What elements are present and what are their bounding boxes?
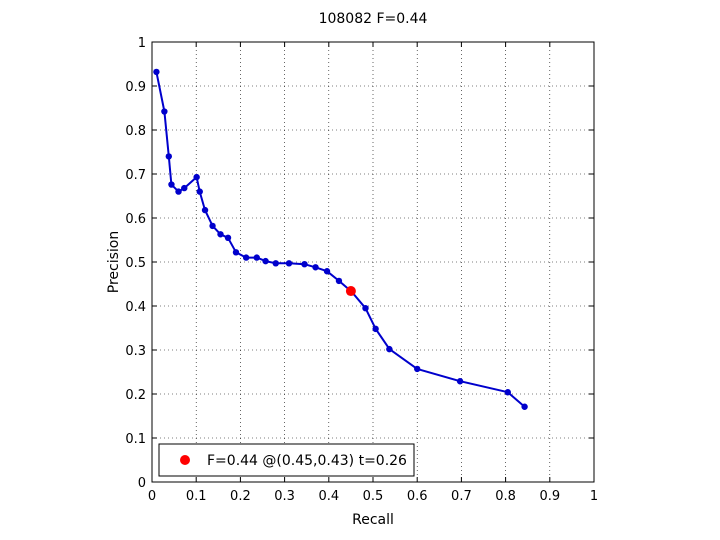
legend-label: F=0.44 @(0.45,0.43) t=0.26 xyxy=(207,453,407,469)
y-tick-label: 0 xyxy=(138,476,146,491)
series-layer xyxy=(153,68,528,410)
x-tick-label: 0.1 xyxy=(186,489,207,504)
data-point xyxy=(285,260,293,267)
x-tick-label: 0.9 xyxy=(539,489,560,504)
data-point xyxy=(521,403,528,410)
y-tick-label: 0.3 xyxy=(125,344,146,359)
ticks: 0 0.1 0.2 0.3 0.4 0.5 0.6 0.7 0.8 0.9 1 0 0.1 0.2 0.3 0… xyxy=(125,36,598,504)
y-tick-label: 0.4 xyxy=(125,300,146,315)
x-tick-label: 0.3 xyxy=(274,489,295,504)
chart-title: 108082 F=0.44 xyxy=(319,11,428,27)
data-point xyxy=(362,305,369,312)
legend-marker xyxy=(180,455,190,465)
data-point xyxy=(181,184,188,192)
x-tick-label: 0.2 xyxy=(230,489,251,504)
data-point xyxy=(272,260,279,267)
x-tick-label: 0.6 xyxy=(407,489,428,504)
data-point xyxy=(217,231,224,238)
legend-box xyxy=(158,443,415,477)
data-point xyxy=(196,188,203,195)
x-tick-label: 1 xyxy=(590,489,598,504)
data-point xyxy=(414,365,421,373)
data-point xyxy=(201,206,209,214)
y-tick-label: 0.9 xyxy=(125,80,146,95)
data-point xyxy=(312,264,319,271)
y-axis-label: Precision xyxy=(106,231,122,293)
y-tick-label: 0.5 xyxy=(125,256,146,271)
data-point xyxy=(165,153,172,160)
data-point xyxy=(232,249,240,256)
data-point xyxy=(386,345,393,353)
data-point xyxy=(168,181,175,188)
data-point xyxy=(253,254,260,261)
x-tick-label: 0.8 xyxy=(495,489,516,504)
y-tick-label: 0.2 xyxy=(125,388,146,403)
data-point xyxy=(224,234,232,241)
y-tick-label: 0.1 xyxy=(125,432,146,447)
x-axis-label: Recall xyxy=(352,512,394,528)
x-tick-label: 0.5 xyxy=(363,489,384,504)
best-f-point xyxy=(345,286,356,297)
y-tick-label: 0.7 xyxy=(125,168,146,183)
grid xyxy=(152,42,594,482)
x-tick-label: 0.7 xyxy=(451,489,472,504)
data-point xyxy=(161,108,168,115)
data-point xyxy=(175,188,182,195)
data-point xyxy=(335,277,343,285)
data-point xyxy=(323,268,331,275)
data-point xyxy=(504,389,512,396)
highlight-layer xyxy=(345,286,356,297)
plot-area: 0 0.1 0.2 0.3 0.4 0.5 0.6 0.7 0.8 0.9 1 0 0.1 0.2 0.3 0… xyxy=(125,36,598,504)
data-point xyxy=(301,261,308,268)
x-tick-label: 0.4 xyxy=(318,489,339,504)
y-tick-label: 0.6 xyxy=(125,212,146,227)
data-point xyxy=(456,378,464,385)
x-tick-label: 0 xyxy=(148,489,156,504)
data-point xyxy=(262,257,269,265)
y-tick-label: 1 xyxy=(138,36,146,51)
legend: F=0.44 @(0.45,0.43) t=0.26 xyxy=(158,443,415,477)
data-point xyxy=(242,254,250,261)
data-point xyxy=(372,325,379,333)
y-tick-label: 0.8 xyxy=(125,124,146,139)
data-point xyxy=(193,173,200,181)
data-point xyxy=(153,68,160,76)
data-point xyxy=(209,222,216,230)
